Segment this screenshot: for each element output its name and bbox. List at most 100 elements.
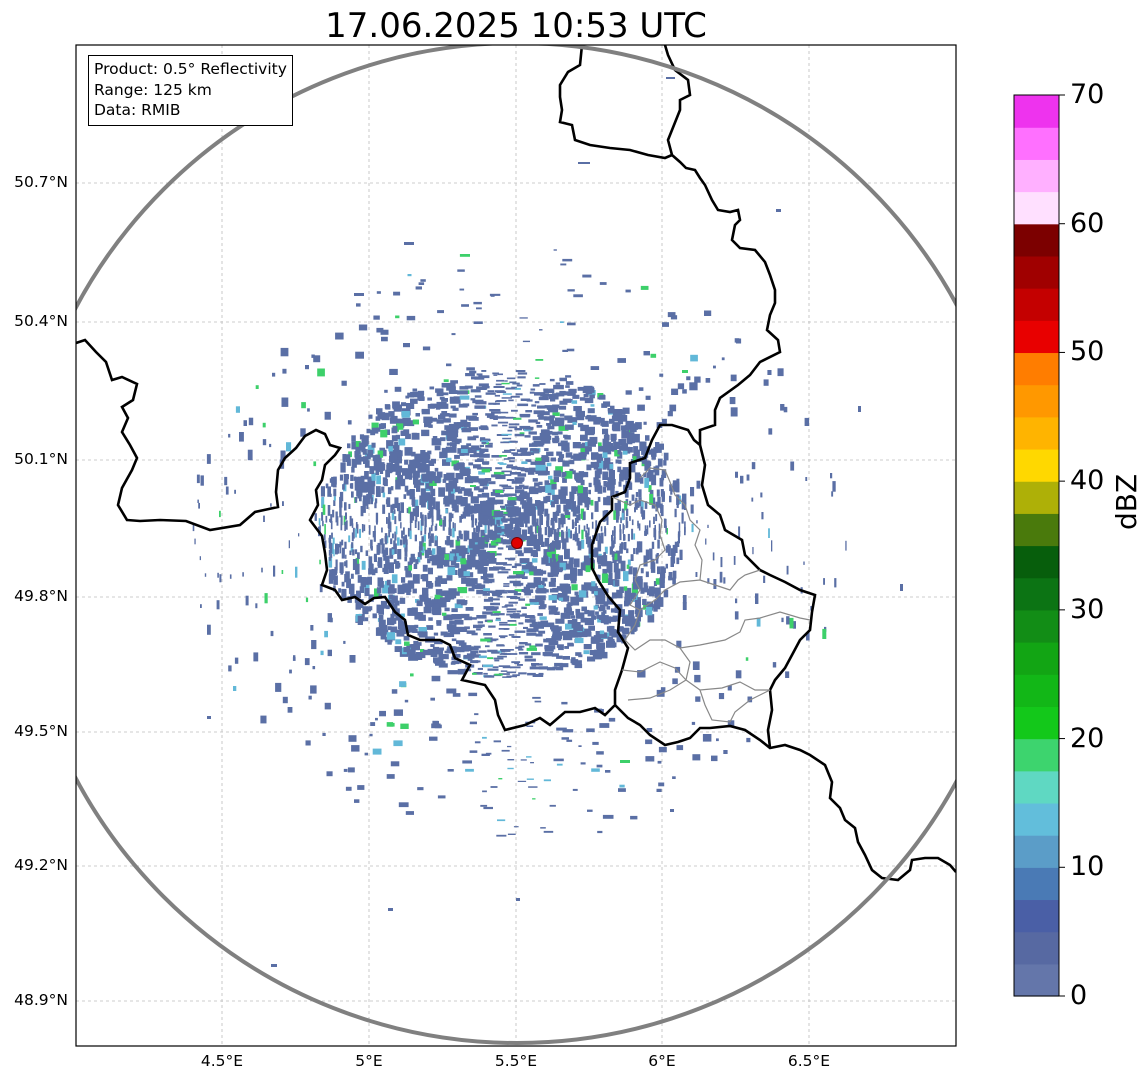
radar-site-marker[interactable] (511, 537, 523, 549)
echo-cell (522, 613, 527, 616)
echo-cell (392, 401, 400, 408)
echo-cell (370, 485, 375, 495)
echo-cell (482, 551, 490, 557)
echo-cell (476, 525, 479, 533)
echo-cell (536, 518, 539, 526)
echo-cell (667, 411, 673, 417)
echo-cell (572, 533, 575, 541)
echo-cell (503, 585, 510, 587)
echo-cell (504, 557, 510, 560)
echo-cell (324, 411, 331, 420)
colorbar-segment (1014, 609, 1059, 643)
echo-cell (537, 469, 548, 476)
echo-cell (516, 575, 525, 579)
echo-cell (547, 425, 555, 430)
echo-cell (505, 387, 515, 390)
echo-cell (591, 636, 600, 643)
echo-cell (305, 365, 309, 370)
echo-cell (378, 608, 384, 615)
echo-cell (400, 430, 407, 436)
echo-cell (597, 555, 602, 565)
echo-cell (460, 497, 468, 507)
echo-cell (415, 559, 419, 565)
echo-cell (532, 798, 536, 800)
echo-cell (442, 612, 447, 616)
echo-cell (670, 315, 678, 320)
echo-cell (643, 351, 650, 356)
echo-cell (454, 620, 464, 625)
echo-cell (371, 422, 379, 431)
echo-cell (453, 396, 461, 400)
echo-cell (431, 555, 438, 566)
echo-cell (786, 616, 790, 625)
echo-cell (591, 768, 600, 772)
echo-cell (663, 518, 666, 528)
echo-cell (492, 593, 501, 597)
echo-cell (310, 685, 317, 694)
echo-cell (550, 607, 558, 612)
echo-cell (393, 709, 403, 716)
echo-cell (623, 586, 628, 591)
echo-cell (501, 652, 508, 655)
echo-cell (648, 461, 652, 466)
echo-cell (531, 558, 538, 563)
echo-cell (627, 533, 630, 542)
echo-cell (469, 476, 479, 483)
echo-cell (639, 541, 643, 553)
colorbar-segment (1014, 481, 1059, 514)
echo-cell (401, 411, 410, 418)
echo-cell (592, 653, 602, 660)
echo-cell (415, 505, 419, 517)
echo-cell (603, 497, 607, 506)
echo-cell (564, 489, 568, 494)
echo-cell (633, 567, 638, 577)
echo-cell (434, 525, 437, 531)
echo-cell (494, 394, 500, 397)
echo-cell (634, 599, 641, 608)
echo-cell (581, 529, 584, 540)
echo-cell (520, 398, 531, 401)
echo-cell (565, 385, 570, 388)
echo-cell (612, 541, 615, 548)
echo-cell (705, 378, 711, 383)
echo-cell (566, 739, 573, 742)
echo-cell (543, 496, 548, 502)
echo-cell (448, 480, 454, 486)
echo-cell (646, 606, 653, 616)
echo-cell (404, 447, 413, 456)
echo-cell (368, 414, 373, 419)
echo-cell (661, 418, 667, 424)
echo-cell (565, 499, 572, 510)
echo-cell (386, 464, 392, 474)
echo-cell (477, 522, 480, 534)
echo-cell (397, 465, 403, 473)
echo-cell (447, 431, 459, 438)
echo-cell (372, 569, 376, 576)
echo-cell (378, 423, 385, 430)
echo-cell (596, 764, 603, 768)
echo-cell (586, 464, 592, 471)
echo-cell (322, 504, 326, 515)
echo-cell (440, 597, 447, 603)
echo-cell (436, 419, 444, 424)
echo-cell (544, 405, 553, 409)
echo-cell (627, 438, 633, 445)
echo-cell (751, 462, 756, 470)
echo-cell (312, 666, 316, 670)
echo-cell (433, 504, 436, 510)
echo-cell (531, 489, 536, 494)
echo-cell (568, 611, 574, 616)
echo-cell (630, 815, 638, 820)
echo-cell (616, 589, 623, 599)
echo-cell (588, 489, 591, 495)
echo-cell (730, 374, 737, 382)
echo-cell (634, 500, 638, 510)
echo-cell (508, 399, 514, 402)
echo-cell (441, 447, 449, 453)
echo-cell (756, 617, 761, 627)
echo-cell (355, 454, 362, 465)
echo-cell (528, 566, 537, 572)
echo-cell (504, 504, 511, 507)
echo-cell (328, 539, 332, 549)
